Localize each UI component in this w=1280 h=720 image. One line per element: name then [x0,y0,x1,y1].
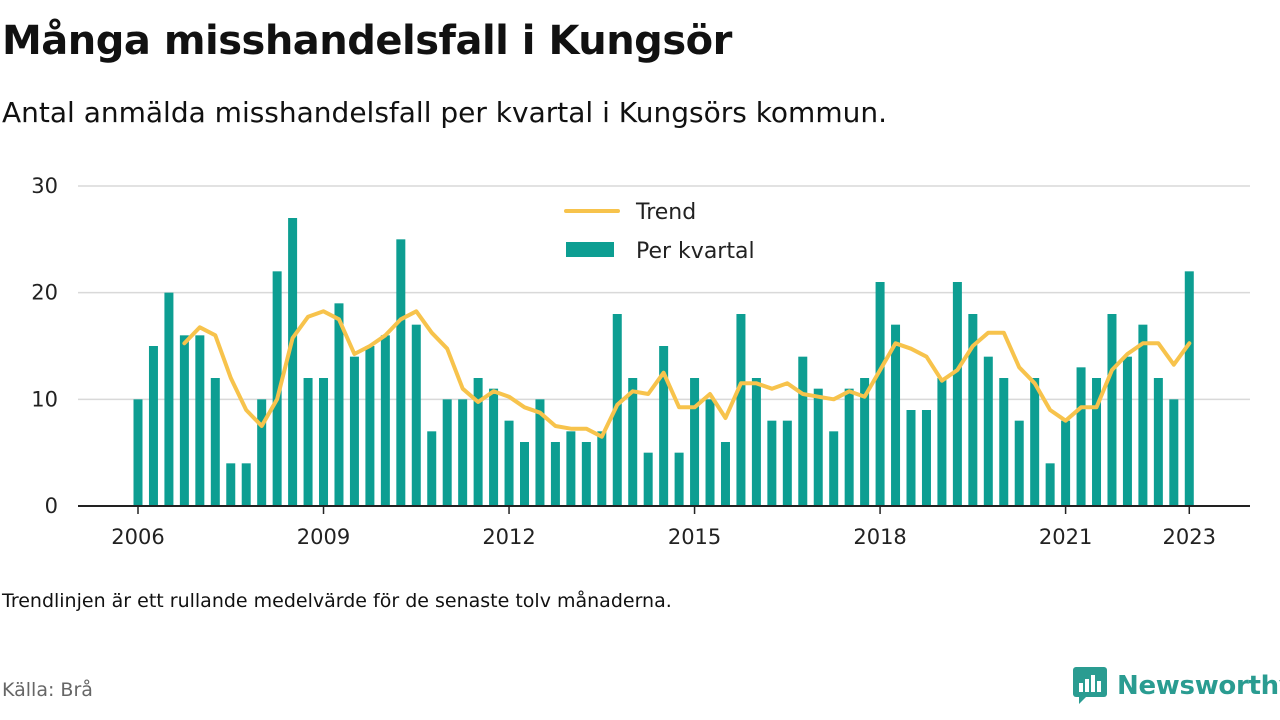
bar [241,463,251,506]
bar [195,335,205,506]
bar [458,399,468,506]
bar [442,399,452,506]
legend: Trend Per kvartal [564,200,755,264]
bar [396,239,406,506]
legend-bar-label: Per kvartal [636,239,755,264]
bar [983,356,993,506]
source-label: Källa: Brå [2,679,93,701]
bar [844,388,854,506]
bar [365,346,375,506]
bar [659,346,669,506]
bar [952,282,962,506]
bar [1061,420,1071,506]
brand-name: Newsworthy [1117,671,1280,701]
bar [937,378,947,506]
bar [427,431,437,506]
bar [535,399,545,506]
bar [1138,324,1148,506]
y-axis-tick-labels: 0 10 20 30 [31,174,58,518]
x-tick-label: 2018 [853,525,906,549]
brand-logo[interactable]: Newsworthy [1073,665,1280,707]
chart-subtitle: Antal anmälda misshandelsfall per kvarta… [2,96,887,129]
bar [1076,367,1086,506]
bar [411,324,421,506]
x-tick-label: 2015 [668,525,721,549]
bar [875,282,885,506]
bar [767,420,777,506]
bar [674,452,684,506]
bars-per-quarter [133,218,1194,506]
bar [581,442,591,506]
bar [148,346,158,506]
bar [257,399,267,506]
bar [520,442,529,506]
legend-trend-label: Trend [635,200,696,225]
bar [829,431,839,506]
x-tick-label: 2006 [111,525,164,549]
bar [736,314,746,506]
y-tick-label: 0 [45,494,58,518]
bar [288,218,298,506]
chart-title: Många misshandelsfall i Kungsör [2,18,732,64]
bar [1030,378,1040,506]
bar [628,378,638,506]
bar [999,378,1009,506]
bar [272,271,282,506]
bar [597,431,607,506]
bar [612,314,622,506]
bar [473,378,483,506]
bar [751,378,761,506]
bar [550,442,560,506]
bar [860,378,870,506]
footnote: Trendlinjen är ett rullande medelvärde f… [2,590,672,612]
bar [303,378,313,506]
bar [1107,314,1117,506]
bar [813,388,823,506]
bar [643,452,653,506]
x-tick-label: 2023 [1163,525,1216,549]
bar-chart-speech-bubble-icon [1073,667,1107,704]
bar [179,335,189,506]
bar [334,303,344,506]
bar [504,420,514,506]
y-tick-label: 30 [31,174,58,198]
bar [1169,399,1179,506]
bar [319,378,329,506]
bar [1092,378,1102,506]
y-tick-label: 10 [31,387,58,411]
bar [720,442,730,506]
bar [380,335,390,506]
bar [133,399,143,506]
bar [1014,420,1024,506]
bar [705,399,715,506]
legend-bar-swatch [566,242,614,257]
bar [782,420,792,506]
bar [164,292,174,506]
bar [566,431,576,506]
bar [921,410,931,506]
bar [489,388,499,506]
bar [1122,356,1132,506]
bar [798,356,808,506]
x-tick-label: 2009 [297,525,350,549]
bar [1184,271,1194,506]
bar [690,378,700,506]
bar [968,314,978,506]
bar [1153,378,1163,506]
bar [210,378,220,506]
bar [226,463,236,506]
x-axis [78,505,1250,514]
bar-line-chart: 0 10 20 30 2006 2009 2012 2015 2018 2021 2023 Tre… [31,174,1250,549]
bar [349,356,359,506]
x-tick-label: 2021 [1039,525,1092,549]
x-tick-label: 2012 [482,525,535,549]
bar [906,410,916,506]
bar [891,324,901,506]
trend-line [182,309,1192,439]
x-axis-tick-labels: 2006 2009 2012 2015 2018 2021 2023 [111,525,1216,549]
y-tick-label: 20 [31,281,58,305]
bar [1045,463,1055,506]
